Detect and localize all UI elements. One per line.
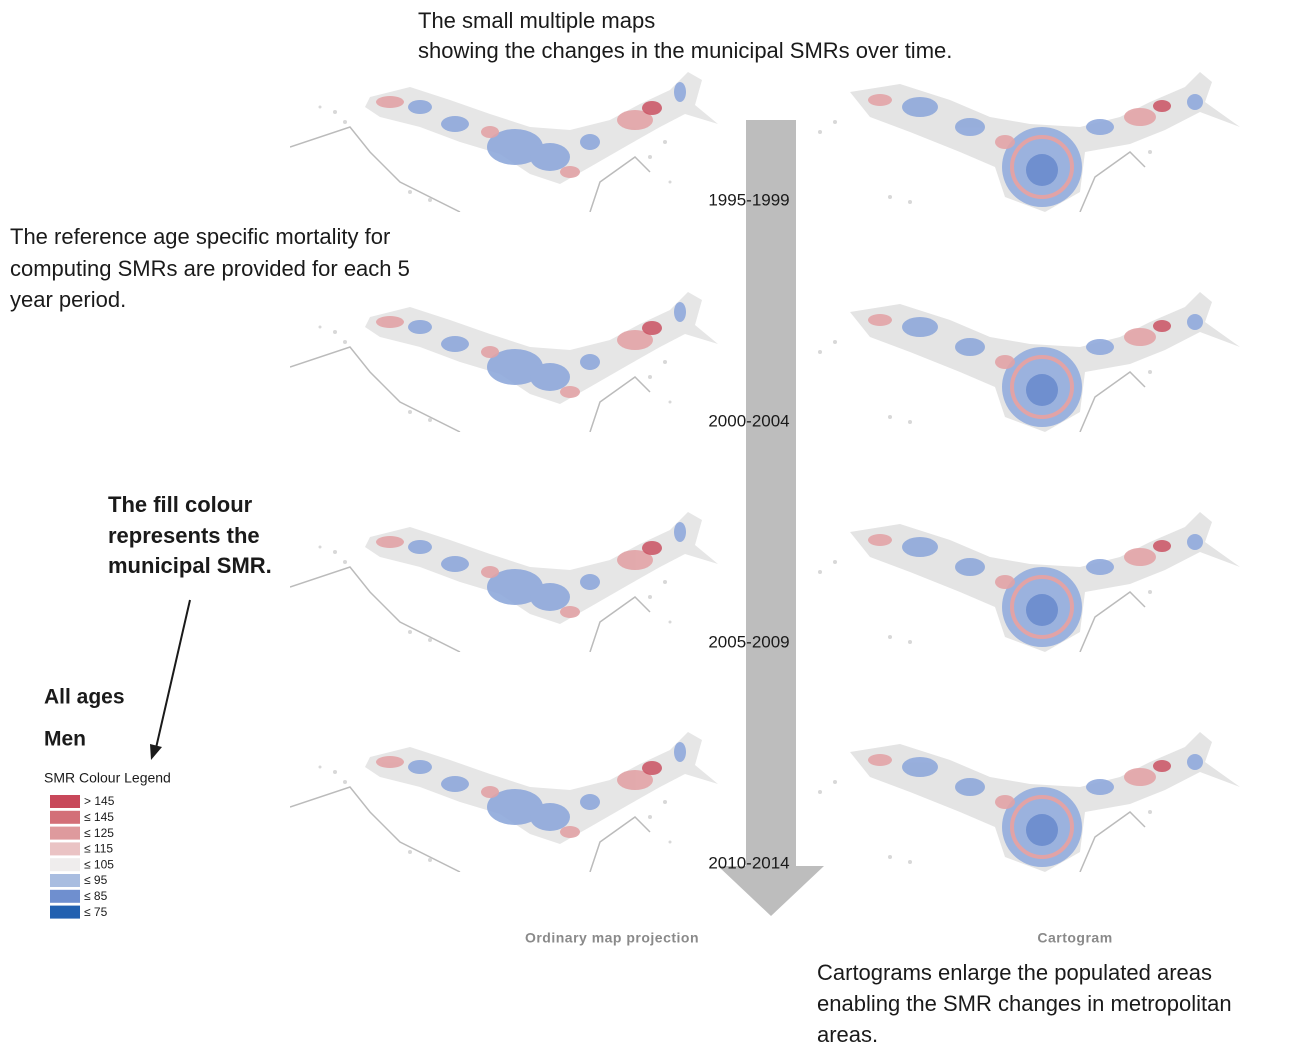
legend: > 145 ≤ 145 ≤ 125 ≤ 115≤ 105 ≤ 95 ≤ 85 ≤ 75 <box>50 794 115 919</box>
time-arrow <box>718 120 824 916</box>
period-label: 2000-2004 <box>708 411 789 430</box>
note-line: enabling the SMR changes in metropolitan <box>817 991 1232 1016</box>
period-label: 2010-2014 <box>708 853 789 872</box>
note-line: The reference age specific mortality for <box>10 224 390 249</box>
note-line: municipal SMR. <box>108 553 272 578</box>
cartogram-map <box>818 512 1240 652</box>
legend-label: ≤ 105 <box>84 857 114 871</box>
legend-label: ≤ 85 <box>84 889 108 903</box>
legend-swatch <box>50 890 80 903</box>
note-line: areas. <box>817 1022 878 1047</box>
note-line: represents the <box>108 523 260 548</box>
legend-swatch <box>50 842 80 855</box>
map <box>290 72 718 212</box>
note-line: The fill colour <box>108 492 253 517</box>
legend-label: ≤ 145 <box>84 810 114 824</box>
legend-label: ≤ 125 <box>84 826 114 840</box>
note-line: computing SMRs are provided for each 5 <box>10 256 410 281</box>
map <box>290 732 718 872</box>
period-label: 1995-1999 <box>708 190 789 209</box>
map <box>290 292 718 432</box>
note-line: year period. <box>10 287 126 312</box>
legend-title: SMR Colour Legend <box>44 770 171 786</box>
header-line: showing the changes in the municipal SMR… <box>418 38 952 63</box>
legend-swatch <box>50 874 80 887</box>
pointer-arrow <box>156 600 190 748</box>
note-line: Cartograms enlarge the populated areas <box>817 960 1212 985</box>
figure: The small multiple maps showing the chan… <box>0 0 1308 1049</box>
legend-group: All ages <box>44 686 125 709</box>
legend-swatch <box>50 811 80 824</box>
legend-sex: Men <box>44 728 86 751</box>
header-line: The small multiple maps <box>418 8 655 33</box>
legend-label: ≤ 95 <box>84 873 108 887</box>
legend-swatch <box>50 795 80 808</box>
legend-label: ≤ 75 <box>84 905 108 919</box>
column-label: Ordinary map projection <box>525 930 699 946</box>
cartogram-map <box>818 732 1240 872</box>
cartogram-map <box>818 292 1240 432</box>
map <box>290 512 718 652</box>
legend-swatch <box>50 827 80 840</box>
legend-swatch <box>50 858 80 871</box>
pointer-arrow-head <box>150 744 162 760</box>
legend-swatch <box>50 906 80 919</box>
column-label: Cartogram <box>1037 930 1112 946</box>
period-label: 2005-2009 <box>708 632 789 651</box>
cartogram-map <box>818 72 1240 212</box>
legend-label: > 145 <box>84 794 115 808</box>
legend-label: ≤ 115 <box>84 842 113 856</box>
